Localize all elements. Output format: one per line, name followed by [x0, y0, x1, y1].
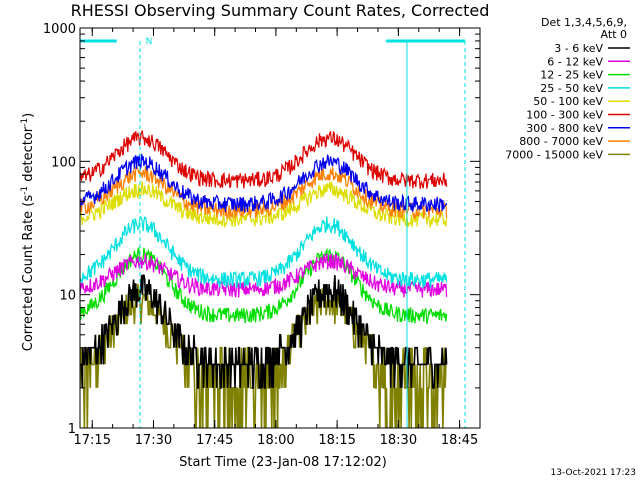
- chart-title: RHESSI Observing Summary Count Rates, Co…: [71, 1, 490, 20]
- x-tick-label: 18:30: [380, 433, 417, 448]
- y-axis-label-sup2: -1: [20, 118, 30, 127]
- y-tick-label: 1: [68, 422, 76, 437]
- y-axis-label: Corrected Count Rate (s-1 detector-1): [20, 113, 36, 351]
- y-axis-label-end: ): [21, 113, 36, 118]
- y-axis-label-mid: detector: [21, 126, 36, 186]
- x-tick-label: 18:00: [257, 433, 294, 448]
- series-line-0: [80, 274, 448, 389]
- legend-entry-label: 25 - 50 keV: [540, 82, 603, 95]
- axis-layer: 17:15 17:30 17:45 18:00 18:15 18:30 18:45 1 10 10…: [43, 22, 480, 448]
- x-tick-label: 17:15: [74, 433, 111, 448]
- legend-entry-label: 7000 - 15000 keV: [505, 148, 603, 161]
- legend-entry-label: 800 - 7000 keV: [519, 135, 603, 148]
- series-line-3: [80, 216, 448, 289]
- y-axis-label-sup1: -1: [20, 186, 30, 195]
- y-tick-label: 1000: [43, 22, 76, 37]
- series-line-4: [80, 180, 448, 228]
- x-tick-label: 18:15: [318, 433, 355, 448]
- series-line-6: [80, 153, 448, 213]
- legend-header-line: Att 0: [601, 28, 627, 41]
- legend-entry-label: 100 - 300 keV: [526, 109, 603, 122]
- x-axis-label: Start Time (23-Jan-08 17:12:02): [179, 455, 387, 470]
- night-marker-label: N: [146, 37, 153, 47]
- legend-header-line: Det 1,3,4,5,6,9,: [541, 16, 627, 29]
- y-tick-label: 10: [59, 289, 76, 304]
- series-line-5: [80, 130, 448, 189]
- y-axis-label-main: Corrected Count Rate (s: [21, 195, 36, 352]
- footer-timestamp: 13-Oct-2021 17:23: [551, 468, 636, 478]
- x-tick-label: 17:30: [135, 433, 172, 448]
- legend-entry-label: 3 - 6 keV: [554, 42, 603, 55]
- data-layer: [80, 130, 448, 428]
- series-line-1: [80, 253, 448, 298]
- legend-entry-label: 300 - 800 keV: [526, 122, 603, 135]
- x-tick-label: 18:45: [441, 433, 478, 448]
- legend-entry-label: 50 - 100 keV: [533, 95, 603, 108]
- y-tick-label: 100: [51, 155, 76, 170]
- plot-frame: [79, 27, 481, 429]
- x-tick-label: 17:45: [196, 433, 233, 448]
- legend-entry-label: 6 - 12 keV: [547, 55, 603, 68]
- legend-entry-label: 12 - 25 keV: [540, 69, 603, 82]
